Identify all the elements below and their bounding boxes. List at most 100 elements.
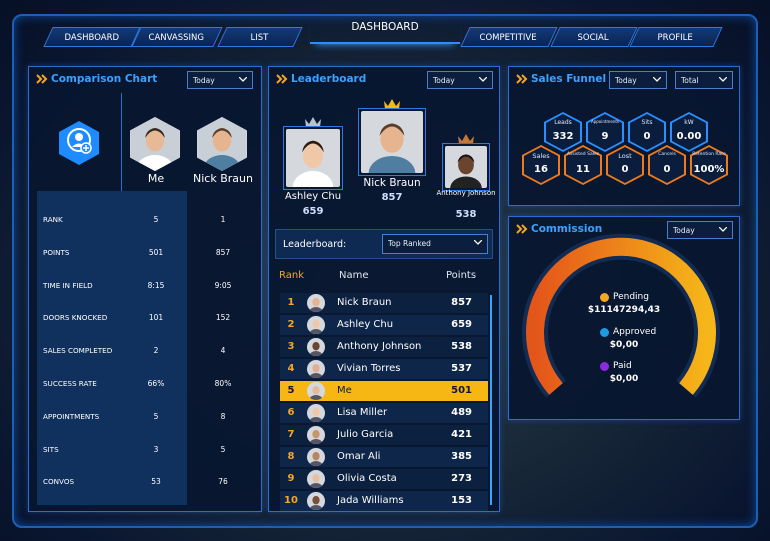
rank: 4 <box>287 363 295 374</box>
metric-value: 857 <box>215 247 231 257</box>
funnel-label: Sales <box>532 152 550 160</box>
commission-panel: Commission Today Pending $11147294,43 Appr… <box>508 216 740 420</box>
leaderboard-row[interactable]: 5 Me 501 <box>280 381 488 401</box>
tab-label: CANVASSING <box>148 33 205 43</box>
status-dot <box>600 362 609 371</box>
status-value: $0,00 <box>609 339 639 350</box>
metric-label: SALES COMPLETED <box>43 346 113 356</box>
podium-name: Ashley Chu <box>284 191 342 202</box>
points: 537 <box>451 363 472 374</box>
range-select[interactable]: Total <box>675 71 733 89</box>
metric-value: 1 <box>220 215 226 224</box>
select-value: Today <box>615 76 637 85</box>
name: Ashley Chu <box>337 319 394 330</box>
select-value: Today <box>673 226 695 235</box>
column-header: Name <box>339 270 369 281</box>
points: 659 <box>451 319 472 330</box>
funnel-value: 100% <box>693 164 725 175</box>
period-select[interactable]: Today <box>187 71 253 89</box>
status-label: Pending <box>613 292 649 302</box>
nav-tab[interactable]: LIST <box>217 27 303 47</box>
name: Lisa Miller <box>337 407 388 418</box>
tab-label: COMPETITIVE <box>480 33 538 43</box>
tab-label: LIST <box>250 33 269 43</box>
select-value: Today <box>193 76 215 85</box>
funnel-label: Appointments <box>590 119 620 124</box>
panel-title: Comparison Chart <box>51 73 158 85</box>
hex-inner <box>692 147 726 183</box>
nav-tab[interactable]: PROFILE <box>629 27 723 47</box>
funnel-value: 0 <box>643 131 651 142</box>
rank: 8 <box>287 451 295 462</box>
crown-icon <box>304 113 322 127</box>
chevron-icon <box>516 74 528 84</box>
status-label: Approved <box>613 326 657 337</box>
leaderboard-row[interactable]: 7 Julio Garcia 421 <box>280 425 488 445</box>
avatar <box>286 129 340 187</box>
leaderboard-row[interactable]: 3 Anthony Johnson 538 <box>280 337 488 357</box>
metric-value: 101 <box>148 313 164 323</box>
select-value: Today <box>433 76 455 85</box>
points: 501 <box>451 385 472 396</box>
metric-label: TIME IN FIELD <box>43 280 93 290</box>
leaderboard-row[interactable]: 9 Olivia Costa 273 <box>280 469 488 489</box>
metric-label: RANK <box>43 215 63 224</box>
leaderboard-row[interactable]: 4 Vivian Torres 537 <box>280 359 488 379</box>
nav-tab[interactable]: COMPETITIVE <box>460 27 558 47</box>
nav-title: DASHBOARD <box>351 21 419 33</box>
period-select[interactable]: Today <box>667 221 733 239</box>
nav-tab[interactable]: SOCIAL <box>550 27 638 47</box>
player-name: Me <box>147 172 165 185</box>
metric-label: APPOINTMENTS <box>43 411 100 421</box>
comparison-panel: Comparison Chart Today Me Nick Braun RANK 5… <box>28 66 262 512</box>
tab-label: DASHBOARD <box>64 33 119 43</box>
nav-tab[interactable]: CANVASSING <box>131 27 223 47</box>
period-select[interactable]: Today <box>427 71 493 89</box>
avatar <box>307 404 325 422</box>
rank: 6 <box>287 407 295 418</box>
leaderboard-row[interactable]: 2 Ashley Chu 659 <box>280 315 488 335</box>
funnel-label: Lost <box>618 152 632 160</box>
status-dot <box>600 293 609 302</box>
metric-value: 2 <box>153 346 159 356</box>
hex-inner <box>524 147 558 183</box>
avatar <box>445 146 487 188</box>
avatar <box>307 426 325 444</box>
hex-inner <box>650 147 684 183</box>
metric-label: SITS <box>43 444 59 454</box>
crown-icon <box>457 130 475 144</box>
podium-points: 659 <box>302 206 324 217</box>
metric-label: CONVOS <box>43 477 75 487</box>
avatar <box>307 294 325 312</box>
avatar <box>307 382 325 400</box>
crown-icon <box>383 95 401 109</box>
funnel-value: 332 <box>552 131 574 142</box>
funnel-label: Retention Rate <box>692 152 726 157</box>
leaderboard-row[interactable]: 6 Lisa Miller 489 <box>280 403 488 423</box>
status-dot <box>600 327 609 337</box>
leaderboard-row[interactable]: 10 Jada Williams 153 <box>280 491 488 511</box>
hex-inner <box>608 147 642 183</box>
metric-value: 4 <box>220 346 226 356</box>
filter-select[interactable]: Top Ranked <box>382 234 488 254</box>
leaderboard-row[interactable]: 8 Omar Ali 385 <box>280 447 488 467</box>
metric-value: 5 <box>153 411 159 421</box>
funnel-value: 0.00 <box>676 131 702 142</box>
avatar <box>307 338 325 356</box>
leaderboard-panel: Leaderboard Today Leaderboard: Top Ranke… <box>268 66 500 512</box>
leaderboard-row[interactable]: 1 Nick Braun 857 <box>280 293 488 313</box>
metric-value: 501 <box>148 247 164 257</box>
column-header: Rank <box>279 270 304 281</box>
player-name: Nick Braun <box>193 172 253 185</box>
funnel-label: Cancels <box>658 152 676 157</box>
nav-tab[interactable]: DASHBOARD <box>43 27 141 47</box>
funnel-value: 11 <box>576 164 590 175</box>
select-value: Total <box>681 76 699 85</box>
divider <box>121 93 122 193</box>
period-select[interactable]: Today <box>609 71 667 89</box>
rank: 10 <box>284 495 298 506</box>
avatar-frame <box>283 126 343 190</box>
column-header: Points <box>446 270 477 281</box>
points: 153 <box>451 495 472 506</box>
panel-title: Sales Funnel <box>531 73 607 85</box>
